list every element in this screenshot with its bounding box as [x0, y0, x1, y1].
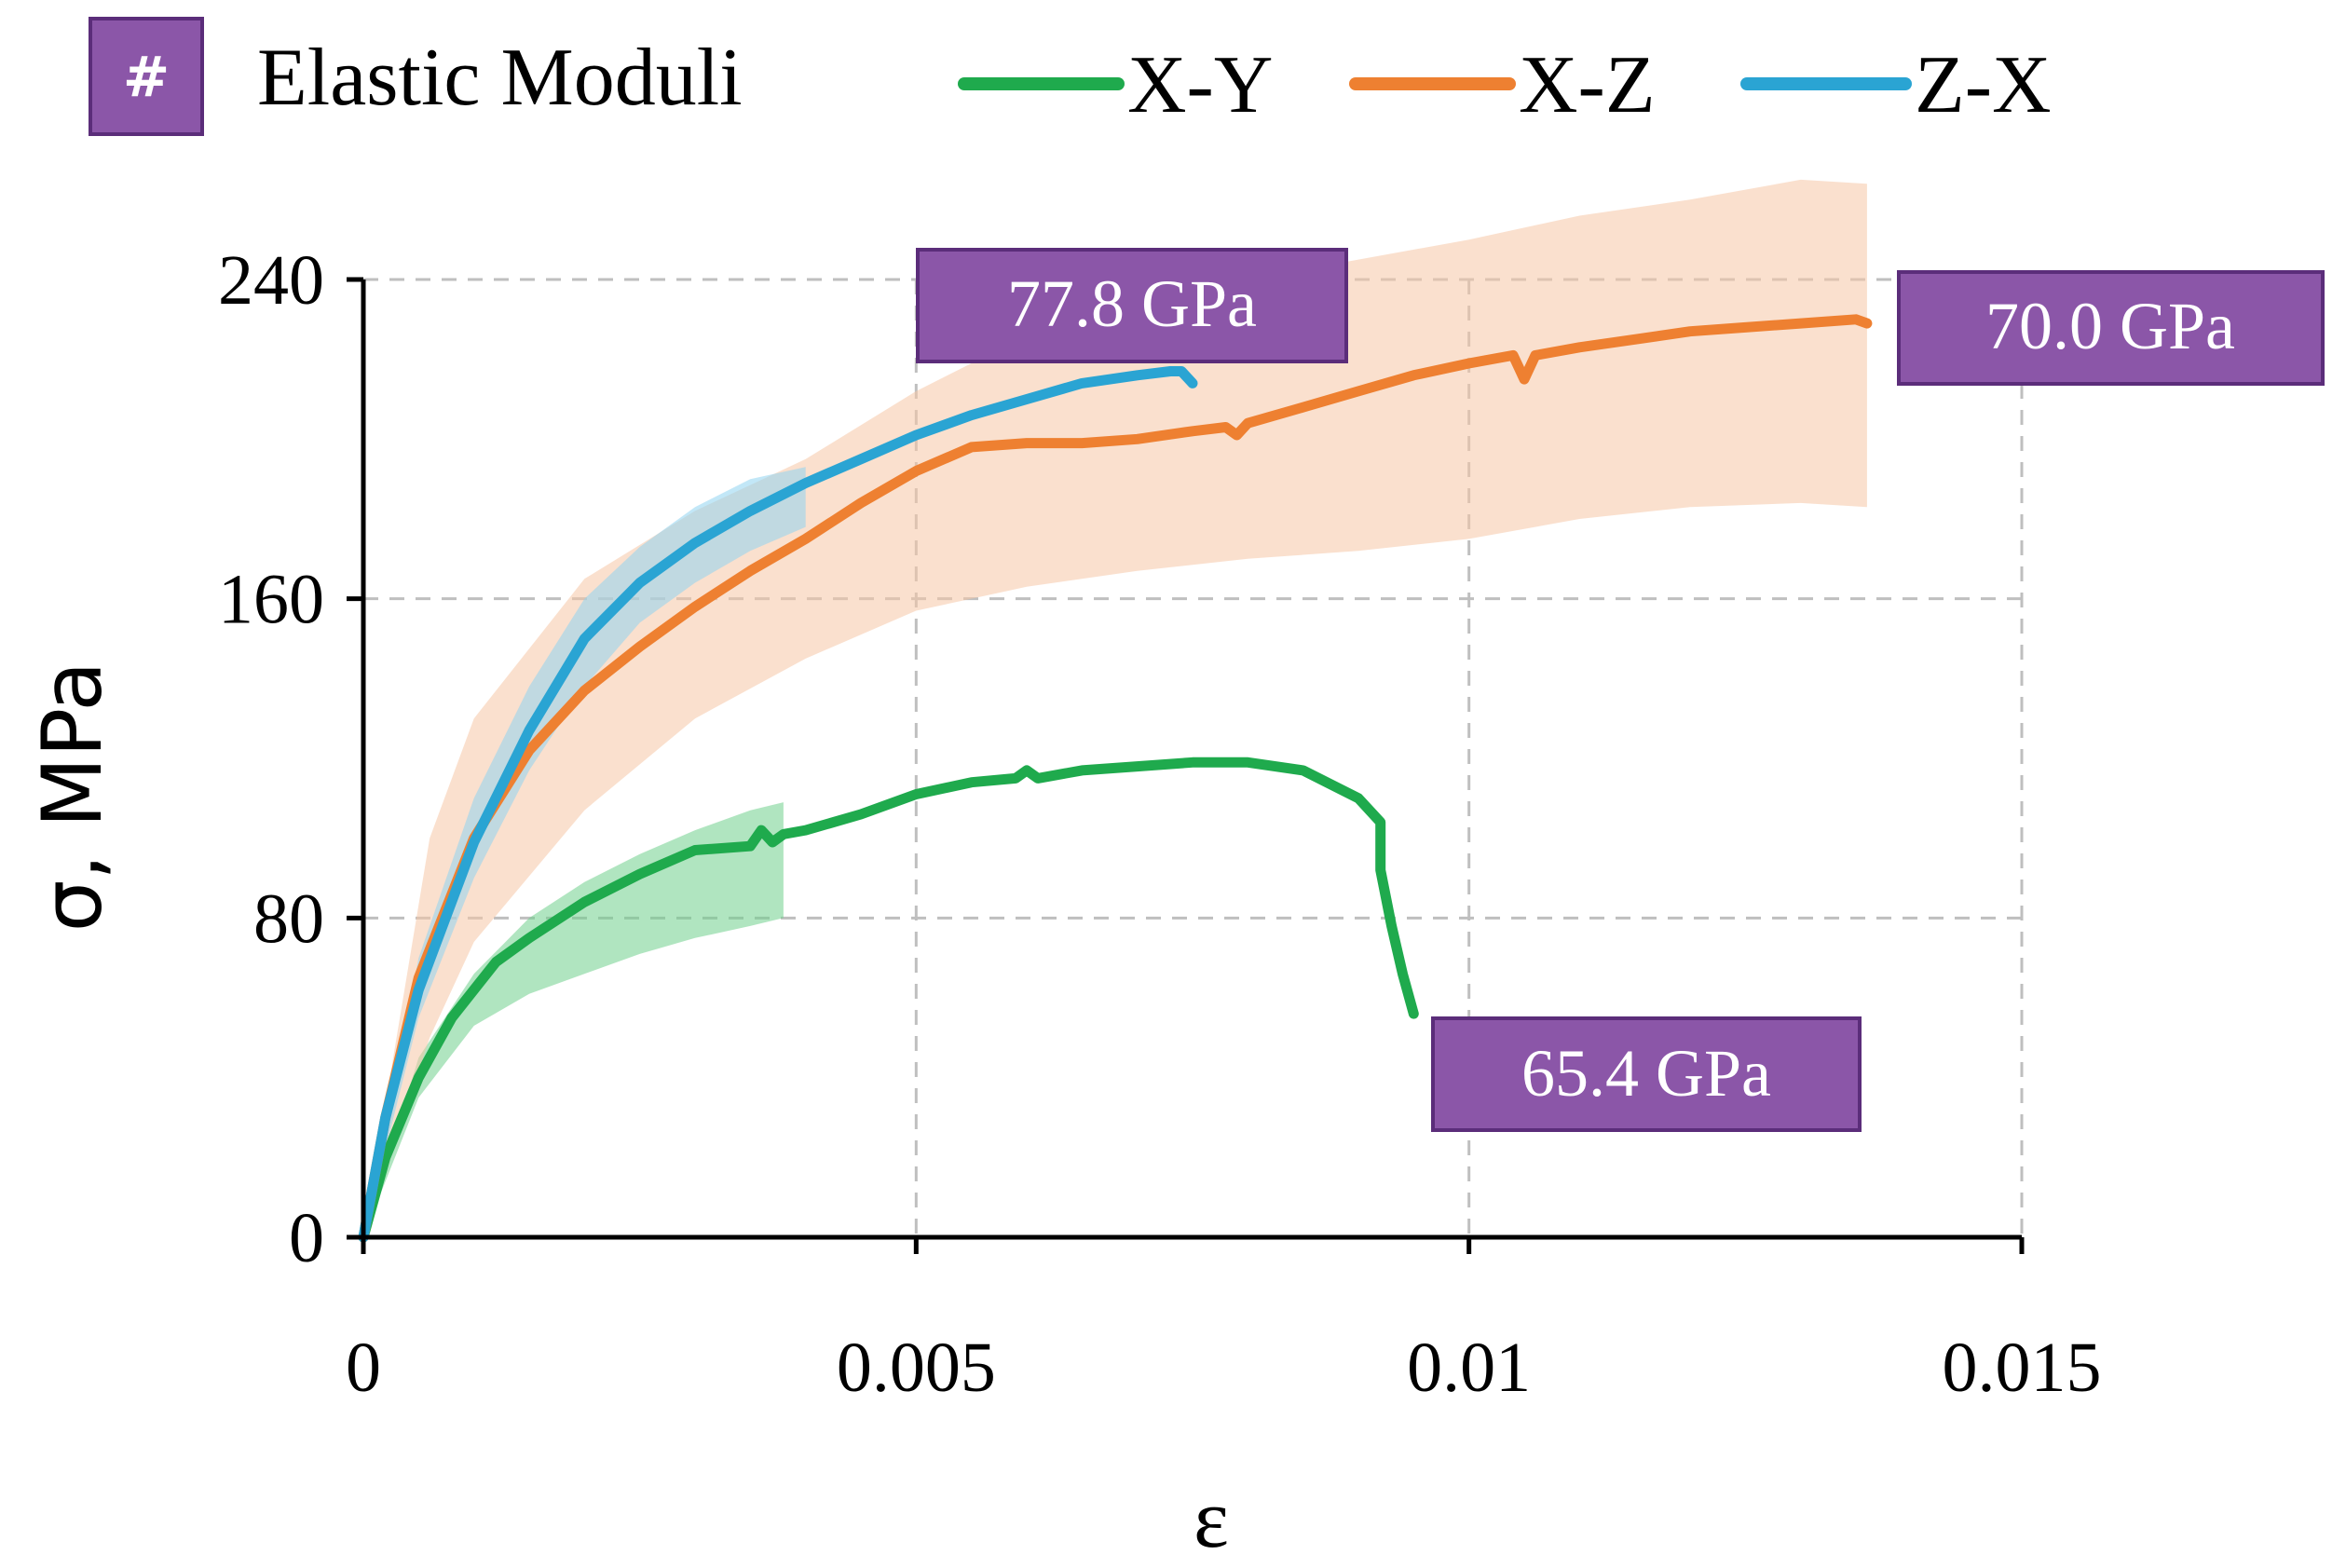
legend: # Elastic Moduli X-Y X-Z Z-X [89, 17, 2052, 136]
y-tick-label-3: 240 [218, 241, 324, 320]
annotation-z-x: 77.8 GPa [916, 248, 1348, 363]
y-axis-title: σ, MPa [24, 661, 120, 933]
annotation-x-z: 70.0 GPa [1897, 270, 2325, 386]
annotation-z-x-text: 77.8 GPa [1007, 266, 1257, 341]
legend-badge-box [89, 17, 204, 136]
band-x-z [363, 179, 1867, 1237]
band-z-x [363, 467, 806, 1237]
annotation-x-y: 65.4 GPa [1431, 1016, 1862, 1132]
annotation-x-z-box [1897, 270, 2325, 386]
confidence-bands [363, 179, 1867, 1237]
series-line-z-x [358, 366, 1198, 1243]
axes [347, 277, 2025, 1254]
legend-label-x-y: X-Y [1127, 40, 1273, 130]
y-tick-label-2: 160 [218, 561, 324, 639]
x-tick-label-0: 0 [346, 1329, 381, 1407]
x-axis-title: ε [1193, 1473, 1229, 1565]
annotation-x-y-text: 65.4 GPa [1521, 1036, 1771, 1111]
legend-label-x-z: X-Z [1519, 40, 1656, 130]
band-x-y [363, 802, 784, 1237]
legend-title: Elastic Moduli [257, 33, 743, 123]
series-line-x-z [358, 314, 1873, 1243]
y-tick-label-1: 80 [253, 879, 324, 958]
tick-labels: 0 80 160 240 0 0.005 0.01 0.015 [218, 241, 2102, 1407]
annotation-x-z-text: 70.0 GPa [1985, 289, 2235, 363]
x-tick-label-1: 0.005 [837, 1329, 996, 1407]
series-lines [358, 314, 1873, 1243]
y-tick-label-0: 0 [289, 1199, 324, 1277]
series-line-x-y [358, 757, 1419, 1243]
x-tick-label-3: 0.015 [1943, 1329, 2102, 1407]
annotation-x-y-box [1431, 1016, 1862, 1132]
legend-badge-text: # [123, 45, 170, 110]
x-tick-label-2: 0.01 [1407, 1329, 1531, 1407]
legend-label-z-x: Z-X [1915, 40, 2052, 130]
annotation-z-x-box [916, 248, 1348, 363]
